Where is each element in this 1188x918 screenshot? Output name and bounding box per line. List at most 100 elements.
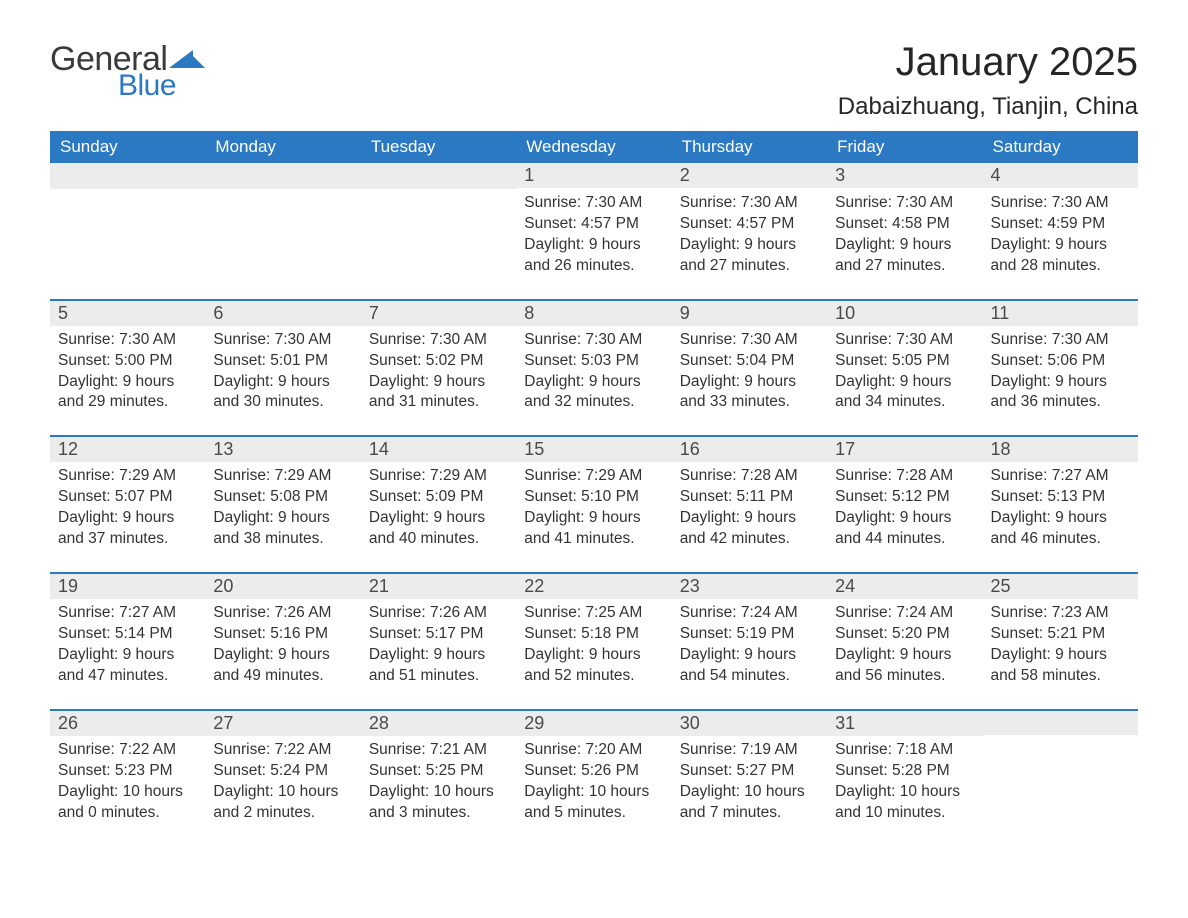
sunset-text: Sunset: 5:12 PM	[835, 487, 974, 508]
day-number: 17	[827, 435, 982, 462]
sunset-text: Sunset: 5:07 PM	[58, 487, 197, 508]
day-number: 13	[205, 435, 360, 462]
daylight-text: Daylight: 9 hours and 26 minutes.	[524, 235, 663, 277]
sunrise-text: Sunrise: 7:30 AM	[58, 330, 197, 351]
day-number: 22	[516, 572, 671, 599]
day-number: 3	[827, 163, 982, 188]
sunset-text: Sunset: 5:09 PM	[369, 487, 508, 508]
sunset-text: Sunset: 5:04 PM	[680, 351, 819, 372]
daylight-text: Daylight: 9 hours and 34 minutes.	[835, 372, 974, 414]
day-details: Sunrise: 7:27 AMSunset: 5:14 PMDaylight:…	[50, 599, 205, 709]
daylight-text: Daylight: 9 hours and 54 minutes.	[680, 645, 819, 687]
sunrise-text: Sunrise: 7:21 AM	[369, 740, 508, 761]
day-details: Sunrise: 7:30 AMSunset: 4:57 PMDaylight:…	[516, 189, 671, 299]
day-number: 14	[361, 435, 516, 462]
sunrise-text: Sunrise: 7:29 AM	[213, 466, 352, 487]
sunrise-text: Sunrise: 7:28 AM	[680, 466, 819, 487]
sunrise-text: Sunrise: 7:25 AM	[524, 603, 663, 624]
sunrise-text: Sunrise: 7:18 AM	[835, 740, 974, 761]
sunrise-text: Sunrise: 7:30 AM	[835, 193, 974, 214]
day-details: Sunrise: 7:30 AMSunset: 4:59 PMDaylight:…	[983, 189, 1138, 299]
daylight-text: Daylight: 9 hours and 29 minutes.	[58, 372, 197, 414]
day-details: Sunrise: 7:29 AMSunset: 5:10 PMDaylight:…	[516, 462, 671, 572]
day-number: 24	[827, 572, 982, 599]
daylight-text: Daylight: 9 hours and 38 minutes.	[213, 508, 352, 550]
sunrise-text: Sunrise: 7:30 AM	[835, 330, 974, 351]
sunset-text: Sunset: 5:03 PM	[524, 351, 663, 372]
day-details: Sunrise: 7:26 AMSunset: 5:17 PMDaylight:…	[361, 599, 516, 709]
day-number: 19	[50, 572, 205, 599]
day-details: Sunrise: 7:19 AMSunset: 5:27 PMDaylight:…	[672, 736, 827, 846]
daylight-text: Daylight: 9 hours and 27 minutes.	[835, 235, 974, 277]
weekday-header: Saturday	[983, 131, 1138, 163]
day-number: 31	[827, 709, 982, 736]
sunset-text: Sunset: 5:08 PM	[213, 487, 352, 508]
sunrise-text: Sunrise: 7:24 AM	[835, 603, 974, 624]
sunrise-text: Sunrise: 7:26 AM	[213, 603, 352, 624]
day-details: Sunrise: 7:30 AMSunset: 5:05 PMDaylight:…	[827, 326, 982, 436]
daylight-text: Daylight: 9 hours and 36 minutes.	[991, 372, 1130, 414]
sunrise-text: Sunrise: 7:30 AM	[524, 193, 663, 214]
day-number: 25	[983, 572, 1138, 599]
sunrise-text: Sunrise: 7:30 AM	[991, 330, 1130, 351]
day-number: 5	[50, 299, 205, 326]
day-details: Sunrise: 7:28 AMSunset: 5:11 PMDaylight:…	[672, 462, 827, 572]
day-number-row: 12131415161718	[50, 435, 1138, 462]
sunset-text: Sunset: 5:23 PM	[58, 761, 197, 782]
day-number: 27	[205, 709, 360, 736]
day-details	[361, 189, 516, 289]
daylight-text: Daylight: 9 hours and 32 minutes.	[524, 372, 663, 414]
day-details: Sunrise: 7:29 AMSunset: 5:07 PMDaylight:…	[50, 462, 205, 572]
day-number	[205, 163, 360, 189]
sunset-text: Sunset: 5:11 PM	[680, 487, 819, 508]
daylight-text: Daylight: 9 hours and 37 minutes.	[58, 508, 197, 550]
day-number: 10	[827, 299, 982, 326]
sunset-text: Sunset: 5:17 PM	[369, 624, 508, 645]
day-number-row: 567891011	[50, 299, 1138, 326]
sunset-text: Sunset: 5:26 PM	[524, 761, 663, 782]
sunset-text: Sunset: 5:28 PM	[835, 761, 974, 782]
sunrise-text: Sunrise: 7:28 AM	[835, 466, 974, 487]
day-details: Sunrise: 7:21 AMSunset: 5:25 PMDaylight:…	[361, 736, 516, 846]
logo: General Blue	[50, 40, 205, 103]
sunrise-text: Sunrise: 7:27 AM	[991, 466, 1130, 487]
day-number-row: 19202122232425	[50, 572, 1138, 599]
sunset-text: Sunset: 5:14 PM	[58, 624, 197, 645]
day-details: Sunrise: 7:30 AMSunset: 5:00 PMDaylight:…	[50, 326, 205, 436]
sunrise-text: Sunrise: 7:30 AM	[991, 193, 1130, 214]
sunrise-text: Sunrise: 7:30 AM	[680, 330, 819, 351]
sunset-text: Sunset: 4:57 PM	[680, 214, 819, 235]
sunset-text: Sunset: 5:05 PM	[835, 351, 974, 372]
daylight-text: Daylight: 9 hours and 28 minutes.	[991, 235, 1130, 277]
sunrise-text: Sunrise: 7:29 AM	[369, 466, 508, 487]
daylight-text: Daylight: 9 hours and 33 minutes.	[680, 372, 819, 414]
day-details: Sunrise: 7:23 AMSunset: 5:21 PMDaylight:…	[983, 599, 1138, 709]
day-number: 21	[361, 572, 516, 599]
weekday-header: Sunday	[50, 131, 205, 163]
sunset-text: Sunset: 5:24 PM	[213, 761, 352, 782]
day-details: Sunrise: 7:25 AMSunset: 5:18 PMDaylight:…	[516, 599, 671, 709]
day-details: Sunrise: 7:18 AMSunset: 5:28 PMDaylight:…	[827, 736, 982, 846]
sunrise-text: Sunrise: 7:20 AM	[524, 740, 663, 761]
sunset-text: Sunset: 5:25 PM	[369, 761, 508, 782]
sunrise-text: Sunrise: 7:22 AM	[213, 740, 352, 761]
day-body-row: Sunrise: 7:27 AMSunset: 5:14 PMDaylight:…	[50, 599, 1138, 709]
daylight-text: Daylight: 9 hours and 51 minutes.	[369, 645, 508, 687]
daylight-text: Daylight: 9 hours and 44 minutes.	[835, 508, 974, 550]
month-title: January 2025	[838, 40, 1138, 85]
day-number: 12	[50, 435, 205, 462]
day-number: 4	[983, 163, 1138, 188]
day-number: 29	[516, 709, 671, 736]
weekday-header: Tuesday	[361, 131, 516, 163]
day-details: Sunrise: 7:29 AMSunset: 5:08 PMDaylight:…	[205, 462, 360, 572]
sunset-text: Sunset: 5:18 PM	[524, 624, 663, 645]
sunset-text: Sunset: 5:13 PM	[991, 487, 1130, 508]
day-details: Sunrise: 7:30 AMSunset: 4:58 PMDaylight:…	[827, 189, 982, 299]
sunrise-text: Sunrise: 7:30 AM	[680, 193, 819, 214]
sunset-text: Sunset: 5:27 PM	[680, 761, 819, 782]
sunset-text: Sunset: 5:06 PM	[991, 351, 1130, 372]
daylight-text: Daylight: 9 hours and 40 minutes.	[369, 508, 508, 550]
sunrise-text: Sunrise: 7:30 AM	[524, 330, 663, 351]
day-details: Sunrise: 7:22 AMSunset: 5:23 PMDaylight:…	[50, 736, 205, 846]
day-details: Sunrise: 7:30 AMSunset: 4:57 PMDaylight:…	[672, 189, 827, 299]
